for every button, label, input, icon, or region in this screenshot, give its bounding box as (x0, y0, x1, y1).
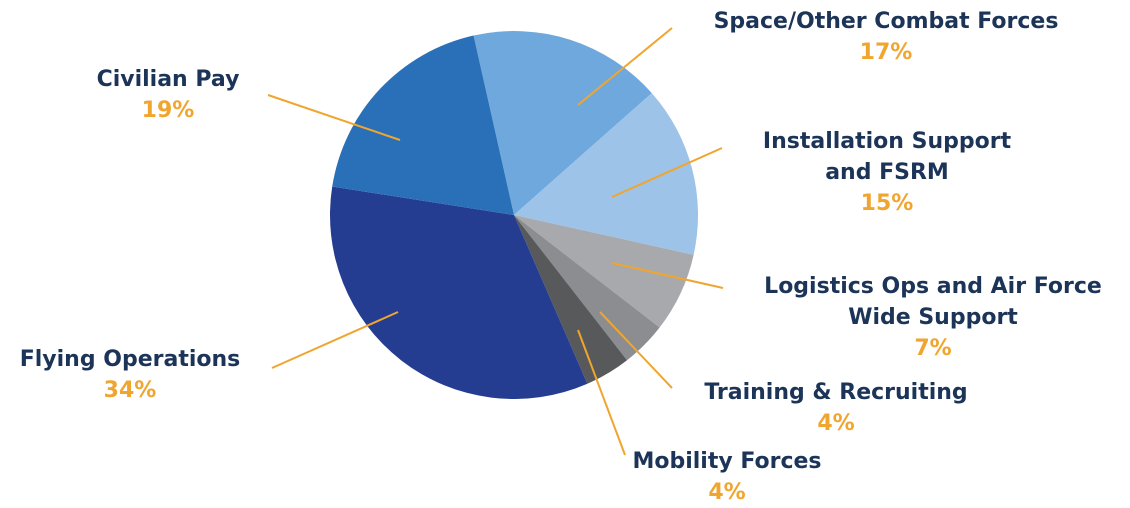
leader-line (577, 329, 626, 456)
category-name: Civilian Pay (96, 67, 240, 92)
pie-slice (332, 35, 514, 215)
leader-line (577, 27, 673, 106)
slice-label: Installation Support and FSRM 15% (737, 126, 1037, 219)
category-name: Mobility Forces (632, 449, 822, 474)
category-name: Installation Support and FSRM (762, 129, 1012, 185)
pie-slice (330, 186, 588, 399)
value-label: 34% (103, 378, 157, 403)
slice-label: Mobility Forces 4% (577, 446, 877, 508)
value-label: 7% (914, 336, 952, 361)
category-name: Training & Recruiting (704, 380, 968, 405)
slice-label: Training & Recruiting 4% (686, 377, 986, 439)
pie-slice (514, 93, 699, 255)
value-label: 19% (141, 98, 195, 123)
leader-line (611, 262, 724, 289)
leader-line (271, 311, 399, 369)
category-name: Logistics Ops and Air Force Wide Support (764, 274, 1102, 330)
value-label: 17% (859, 40, 913, 65)
value-label: 4% (817, 411, 855, 436)
leader-line (267, 94, 401, 141)
value-label: 15% (860, 191, 914, 216)
value-label: 4% (708, 480, 746, 505)
pie-slice (514, 215, 660, 361)
pie-slice (514, 215, 694, 328)
slice-label: Space/Other Combat Forces 17% (686, 6, 1086, 68)
pie-slice (514, 215, 628, 384)
slice-label: Civilian Pay 19% (18, 64, 318, 126)
category-name: Flying Operations (19, 347, 241, 372)
category-name: Space/Other Combat Forces (713, 9, 1059, 34)
leader-line (599, 311, 673, 389)
slice-label: Logistics Ops and Air Force Wide Support… (738, 271, 1128, 364)
pie-slice (473, 31, 652, 216)
leader-line (611, 147, 723, 198)
slice-label: Flying Operations 34% (0, 344, 280, 406)
